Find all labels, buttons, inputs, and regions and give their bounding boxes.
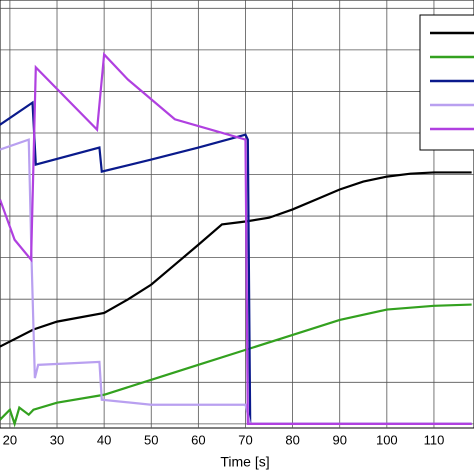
- x-tick-label: 110: [424, 432, 445, 447]
- x-tick-label: 50: [144, 432, 158, 447]
- series-line: [0, 51, 472, 425]
- plot-area: [0, 0, 474, 429]
- x-tick-label: 70: [238, 432, 252, 447]
- x-tick-label: 90: [332, 432, 346, 447]
- x-tick-label: 100: [376, 432, 398, 447]
- x-axis-label: Time [s]: [220, 454, 269, 470]
- x-tick-label: 60: [191, 432, 205, 447]
- x-tick-label: 30: [50, 432, 64, 447]
- series-line: [0, 303, 472, 428]
- x-tick-label: 40: [97, 432, 111, 447]
- x-tick-label: 80: [285, 432, 299, 447]
- x-tick-label: 20: [3, 432, 17, 447]
- legend: [419, 14, 474, 151]
